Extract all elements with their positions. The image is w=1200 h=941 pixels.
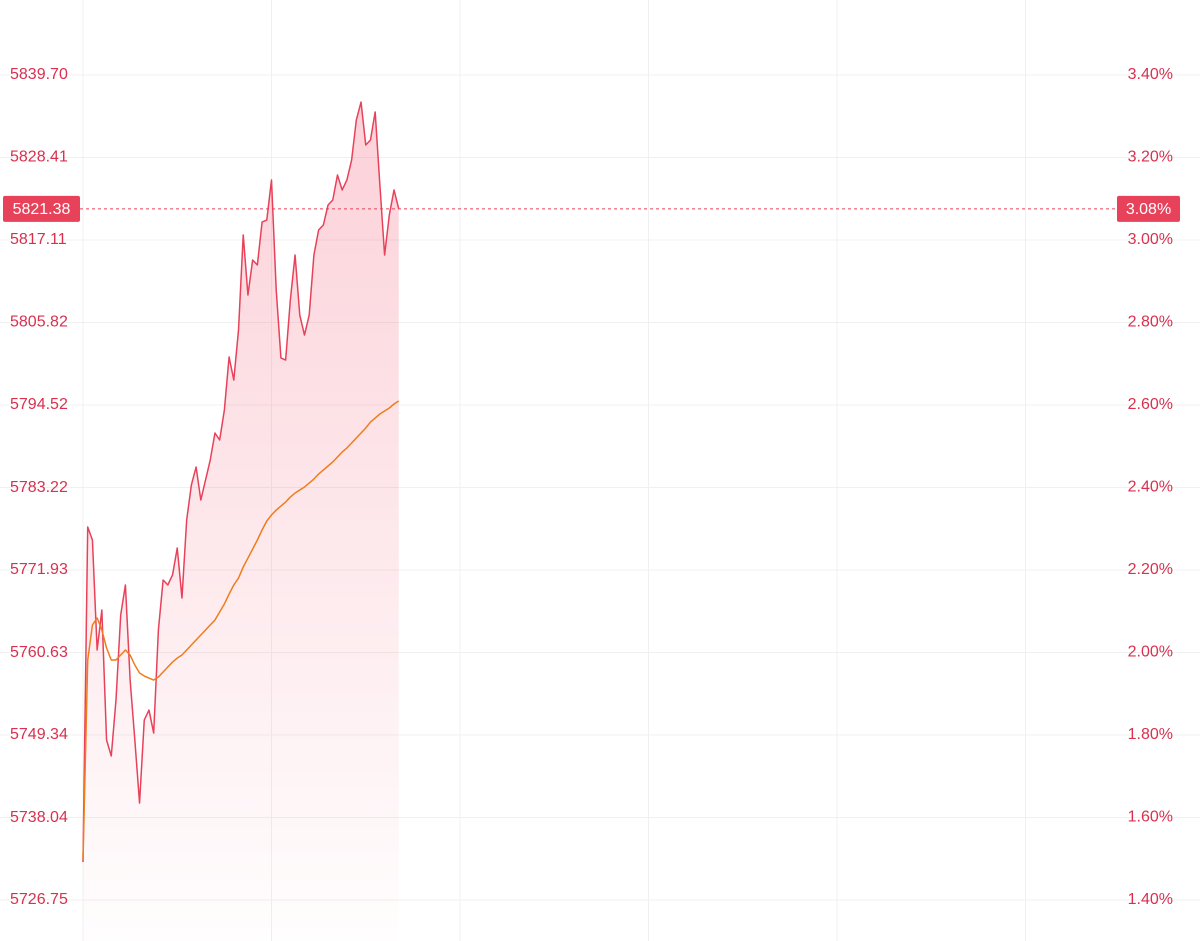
y2-tick-label: 3.00% — [1128, 231, 1173, 248]
y2-tick-label: 2.40% — [1128, 479, 1173, 496]
y2-tick-label: 1.60% — [1128, 809, 1173, 826]
y-tick-label: 5726.75 — [10, 891, 68, 908]
y2-tick-label: 2.00% — [1128, 644, 1173, 661]
y2-tick-label: 3.40% — [1128, 66, 1173, 83]
last-price-label: 5821.38 — [13, 201, 71, 218]
y-tick-label: 5794.52 — [10, 396, 68, 413]
y-tick-label: 5839.70 — [10, 66, 68, 83]
y2-tick-label: 1.80% — [1128, 726, 1173, 743]
y2-tick-label: 2.20% — [1128, 561, 1173, 578]
last-change-label: 3.08% — [1126, 201, 1171, 218]
y-tick-label: 5760.63 — [10, 644, 68, 661]
y-tick-label: 5783.22 — [10, 479, 68, 496]
y-tick-label: 5738.04 — [10, 809, 68, 826]
y2-tick-label: 2.80% — [1128, 314, 1173, 331]
y-tick-label: 5749.34 — [10, 726, 68, 743]
last-price-tag — [3, 195, 80, 222]
last-change-tag — [1117, 195, 1180, 222]
y-tick-label: 5817.11 — [10, 231, 67, 248]
y2-tick-label: 2.60% — [1128, 396, 1173, 413]
y-tick-label: 5771.93 — [10, 561, 68, 578]
price-line — [82, 101, 400, 863]
y2-tick-label: 3.20% — [1128, 149, 1173, 166]
price-area — [83, 102, 399, 941]
y-tick-label: 5805.82 — [10, 314, 68, 331]
y2-tick-label: 1.40% — [1128, 891, 1173, 908]
y-tick-label: 5828.41 — [10, 149, 68, 166]
average-line — [82, 400, 400, 861]
